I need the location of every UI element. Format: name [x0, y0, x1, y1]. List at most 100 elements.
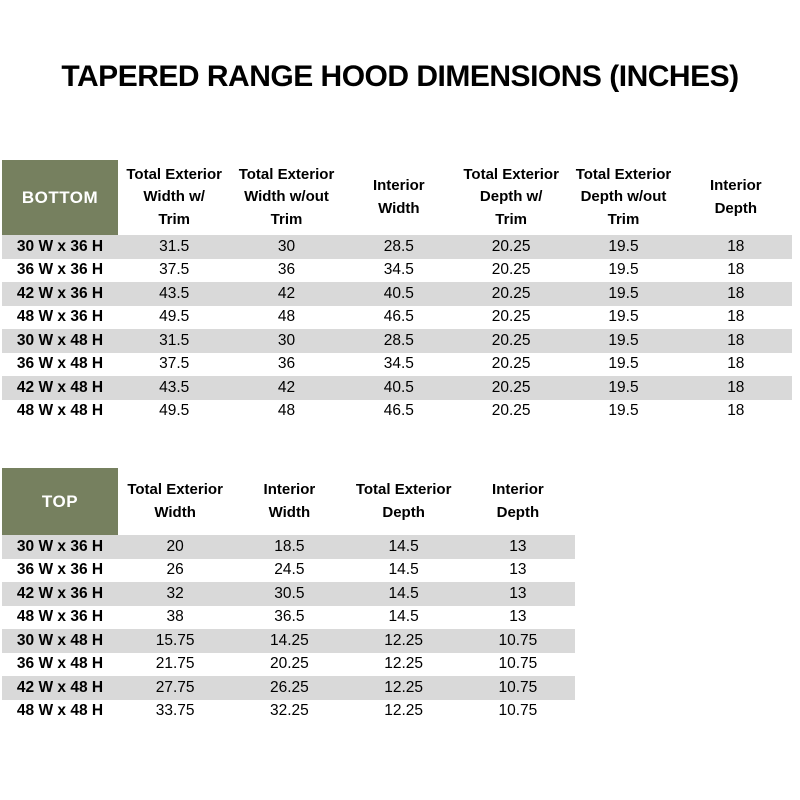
- dimension-value: 20: [166, 537, 184, 555]
- dimension-value: 26.25: [269, 678, 309, 696]
- dimension-value: 14.5: [388, 537, 419, 555]
- table-row: 48 W x 48 H 49.5 48 46.5 20.25 19.5 18: [2, 399, 792, 423]
- top-table-header: TOP Total Exterior Width Interior Width Tot…: [2, 468, 575, 535]
- column-header: Total Exterior Depth: [346, 468, 461, 535]
- header-row: TOP Total Exterior Width Interior Width Tot…: [2, 468, 575, 535]
- dimension-value: 19.5: [608, 378, 639, 396]
- dimension-value: 20.25: [491, 237, 531, 255]
- table-row: 36 W x 48 H 37.5 36 34.5 20.25 19.5 18: [2, 352, 792, 376]
- dimension-value: 31.5: [159, 331, 190, 349]
- dimension-value: 12.25: [384, 631, 424, 649]
- row-label: 36 W x 36 H: [16, 561, 104, 579]
- dimension-value: 40.5: [383, 378, 414, 396]
- dimension-value: 49.5: [159, 308, 190, 326]
- row-label: 30 W x 48 H: [16, 331, 104, 349]
- dimension-value: 10.75: [498, 631, 538, 649]
- row-label: 36 W x 48 H: [16, 655, 104, 673]
- table-row: 36 W x 36 H 26 24.5 14.5 13: [2, 558, 575, 582]
- dimension-value: 19.5: [608, 261, 639, 279]
- dimension-value: 13: [509, 561, 527, 579]
- dimension-value: 10.75: [498, 702, 538, 720]
- dimension-value: 43.5: [159, 284, 190, 302]
- dimension-value: 18.5: [274, 537, 305, 555]
- row-label: 42 W x 36 H: [16, 284, 104, 302]
- dimension-value: 14.5: [388, 561, 419, 579]
- column-header: Total Exterior Width w/ Trim: [118, 160, 231, 235]
- dimension-value: 36.5: [274, 608, 305, 626]
- page-title: TAPERED RANGE HOOD DIMENSIONS (INCHES): [61, 60, 739, 93]
- column-header: Total Exterior Depth w/out Trim: [567, 160, 680, 235]
- table-row: 42 W x 48 H 27.75 26.25 12.25 10.75: [2, 676, 575, 700]
- dimension-value: 48: [277, 308, 296, 326]
- dimension-value: 48: [277, 402, 296, 420]
- table-row: 42 W x 48 H 43.5 42 40.5 20.25 19.5 18: [2, 376, 792, 400]
- dimension-value: 20.25: [491, 402, 531, 420]
- dimension-value: 36: [277, 355, 296, 373]
- dimension-value: 19.5: [608, 284, 639, 302]
- dimension-value: 18: [727, 355, 745, 373]
- dimension-value: 12.25: [384, 678, 424, 696]
- table-row: 30 W x 36 H 20 18.5 14.5 13: [2, 535, 575, 559]
- dimension-value: 37.5: [159, 261, 190, 279]
- row-label: 30 W x 48 H: [16, 631, 104, 649]
- dimension-value: 12.25: [384, 702, 424, 720]
- dimension-value: 26: [166, 561, 184, 579]
- dimension-value: 30: [277, 331, 296, 349]
- dimension-value: 18: [727, 402, 745, 420]
- dimension-value: 14.5: [388, 608, 419, 626]
- header-row: BOTTOM Total Exterior Width w/ Trim Total …: [2, 160, 792, 235]
- dimension-value: 20.25: [491, 284, 531, 302]
- dimension-value: 28.5: [383, 237, 414, 255]
- dimension-value: 20.25: [491, 261, 531, 279]
- dimension-value: 13: [509, 584, 527, 602]
- dimension-value: 18: [727, 237, 745, 255]
- dimension-value: 20.25: [491, 355, 531, 373]
- dimension-value: 46.5: [383, 308, 414, 326]
- dimension-value: 46.5: [383, 402, 414, 420]
- table-row: 48 W x 36 H 38 36.5 14.5 13: [2, 605, 575, 629]
- row-label: 48 W x 36 H: [16, 608, 104, 626]
- top-dimensions-table: TOP Total Exterior Width Interior Width Tot…: [2, 468, 575, 723]
- column-header: Total Exterior Width w/out Trim: [230, 160, 343, 235]
- column-header: Total Exterior Width: [118, 468, 233, 535]
- table-corner-label: TOP: [2, 468, 118, 535]
- column-header: Interior Width: [232, 468, 347, 535]
- row-label: 30 W x 36 H: [16, 237, 104, 255]
- dimension-value: 14.5: [388, 584, 419, 602]
- dimension-value: 13: [509, 608, 527, 626]
- bottom-table-body: 30 W x 36 H 31.5 30 28.5 20.25 19.5 18 36 W x 3…: [2, 235, 792, 423]
- dimension-value: 36: [277, 261, 296, 279]
- dimension-value: 49.5: [159, 402, 190, 420]
- table-row: 30 W x 36 H 31.5 30 28.5 20.25 19.5 18: [2, 235, 792, 259]
- row-label: 48 W x 36 H: [16, 308, 104, 326]
- dimension-value: 15.75: [155, 631, 195, 649]
- row-label: 36 W x 36 H: [16, 261, 104, 279]
- dimension-value: 19.5: [608, 308, 639, 326]
- dimension-value: 10.75: [498, 678, 538, 696]
- dimension-value: 19.5: [608, 331, 639, 349]
- table-row: 36 W x 36 H 37.5 36 34.5 20.25 19.5 18: [2, 258, 792, 282]
- dimension-value: 19.5: [608, 402, 639, 420]
- dimension-value: 27.75: [155, 678, 195, 696]
- table-row: 48 W x 48 H 33.75 32.25 12.25 10.75: [2, 699, 575, 723]
- dimension-value: 42: [277, 378, 296, 396]
- row-label: 48 W x 48 H: [16, 702, 104, 720]
- dimension-value: 18: [727, 378, 745, 396]
- dimension-value: 18: [727, 284, 745, 302]
- row-label: 36 W x 48 H: [16, 355, 104, 373]
- row-label: 42 W x 48 H: [16, 378, 104, 396]
- dimension-value: 18: [727, 261, 745, 279]
- dimension-value: 42: [277, 284, 296, 302]
- dimension-value: 32.25: [269, 702, 309, 720]
- dimension-value: 34.5: [383, 261, 414, 279]
- row-label: 30 W x 36 H: [16, 537, 104, 555]
- row-label: 42 W x 48 H: [16, 678, 104, 696]
- top-table-body: 30 W x 36 H 20 18.5 14.5 13 36 W x 36 H 26 24.5…: [2, 535, 575, 723]
- dimension-value: 20.25: [269, 655, 309, 673]
- dimension-value: 19.5: [608, 237, 639, 255]
- dimension-value: 20.25: [491, 331, 531, 349]
- column-header: Total Exterior Depth w/ Trim: [454, 160, 568, 235]
- dimension-value: 37.5: [159, 355, 190, 373]
- dimension-value: 12.25: [384, 655, 424, 673]
- dimension-value: 13: [509, 537, 527, 555]
